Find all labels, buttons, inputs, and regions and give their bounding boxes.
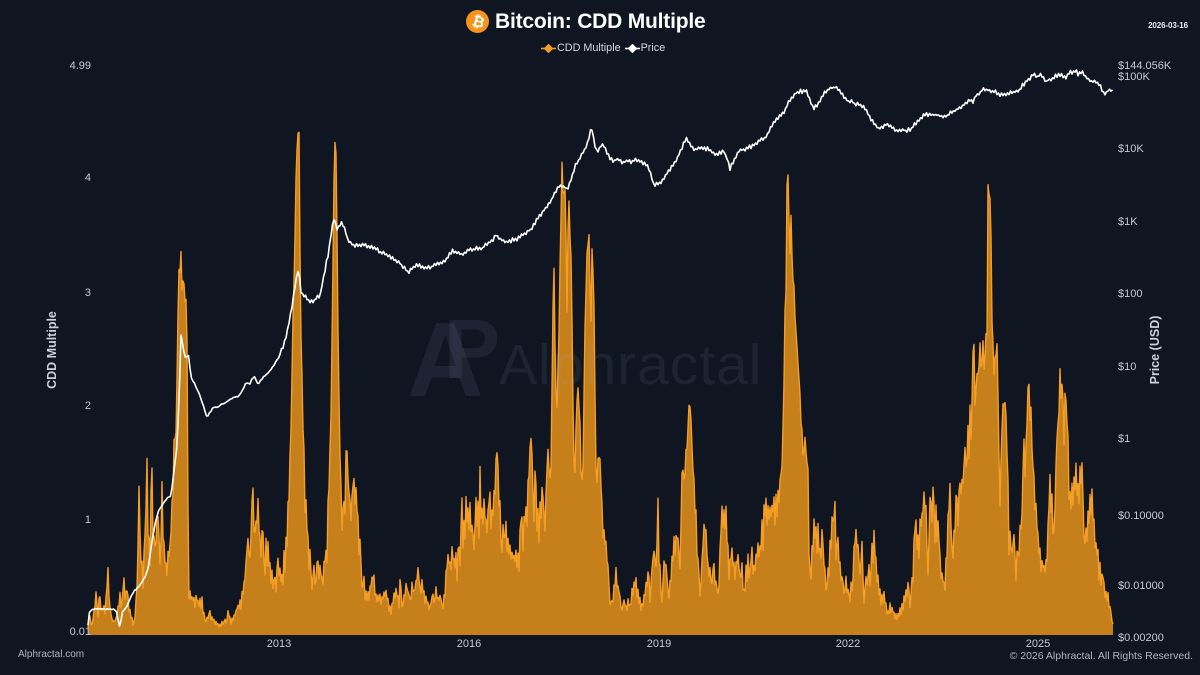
svg-text:P: P — [444, 302, 500, 396]
svg-text:A: A — [407, 301, 484, 419]
